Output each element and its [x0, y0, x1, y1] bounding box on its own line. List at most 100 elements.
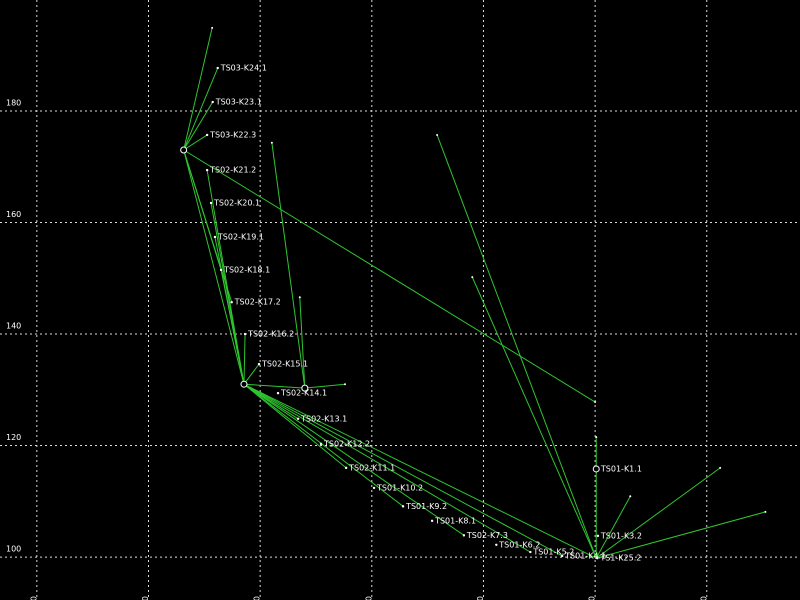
vector-end — [629, 495, 632, 498]
vector — [271, 142, 306, 389]
vector — [304, 383, 346, 389]
point-label: TS03-K24.1 — [220, 64, 267, 73]
point — [276, 391, 280, 395]
y-tick-label: 100 — [6, 545, 21, 554]
point-label: TS02-K21.2 — [209, 166, 256, 175]
vector — [183, 101, 214, 151]
vector — [243, 383, 597, 559]
point-label: TS01-K9.2 — [405, 502, 447, 511]
vector — [471, 276, 597, 559]
x-tick-label: 0 — [29, 596, 38, 600]
vector-end — [436, 133, 439, 136]
point — [219, 268, 223, 272]
point — [529, 550, 532, 554]
point-label: TS03-K22.3 — [209, 130, 256, 139]
point-label: TS02-K15.1 — [261, 360, 308, 369]
vector-end — [270, 141, 273, 144]
point — [211, 100, 214, 104]
point — [372, 486, 376, 490]
vector — [243, 383, 404, 507]
hub — [240, 380, 248, 388]
point-label: TS01-K4.1 — [564, 551, 606, 560]
point-label: TS01-K1.1 — [600, 464, 642, 473]
hub — [301, 384, 309, 392]
vector — [436, 134, 597, 559]
vector — [243, 383, 299, 420]
point-label: TS02-K11.1 — [348, 463, 395, 472]
x-tick-label: 40 — [253, 596, 262, 600]
point — [205, 168, 209, 172]
y-tick-label: 160 — [6, 210, 21, 219]
point — [401, 505, 405, 508]
point-label: TS1-K25.2 — [599, 554, 641, 563]
y-tick-label: 140 — [6, 322, 21, 331]
vector — [183, 67, 219, 151]
y-tick-label: 120 — [6, 433, 21, 442]
vector-end — [719, 466, 722, 469]
hub — [592, 465, 600, 473]
point-label: TS01-K3.2 — [600, 531, 642, 540]
vector — [183, 134, 208, 151]
vector — [183, 149, 233, 303]
point-label: TS02-K7.3 — [466, 531, 508, 540]
point-label: TS02-K17.2 — [234, 298, 281, 307]
vector-end — [298, 296, 301, 299]
point — [560, 554, 564, 558]
vector-end — [344, 383, 347, 386]
x-tick-label: 100 — [588, 596, 597, 600]
x-tick-label: 60 — [364, 596, 373, 600]
point-label: TS03-K23.1 — [215, 98, 262, 107]
vector-end — [471, 276, 474, 279]
point-label: TS02-K14.1 — [280, 389, 327, 398]
point — [230, 301, 233, 304]
vector-end — [764, 510, 767, 513]
point — [213, 235, 217, 239]
point — [296, 417, 300, 420]
point-label: TS02-K13.1 — [300, 414, 347, 423]
vector — [243, 383, 531, 553]
vector — [595, 467, 721, 559]
point-label: TS02-K19.1 — [217, 232, 264, 241]
vector — [183, 27, 213, 151]
point-label: TS02-K12.2 — [323, 439, 370, 448]
vector — [243, 383, 465, 536]
point — [209, 201, 213, 205]
vector — [243, 334, 246, 385]
point — [495, 543, 498, 546]
vector — [595, 496, 631, 559]
hub — [180, 146, 188, 154]
point — [462, 534, 466, 537]
point — [216, 66, 219, 70]
point-label: TS02-K16.2 — [247, 330, 294, 339]
point-label: TS01-K5.2 — [532, 548, 574, 557]
vector — [220, 269, 245, 385]
vector — [299, 297, 306, 389]
y-tick-label: 180 — [6, 98, 21, 107]
point-label: TS01-K10.2 — [376, 483, 423, 492]
vector — [243, 383, 563, 557]
vector — [183, 149, 245, 385]
vector-end — [595, 436, 598, 439]
point — [430, 519, 434, 523]
x-tick-label: 120 — [699, 596, 708, 600]
vector — [243, 383, 347, 469]
vector — [243, 363, 260, 385]
point-label: TS02-K18.1 — [223, 265, 270, 274]
point-label: TS01-K6.2 — [498, 540, 540, 549]
x-tick-label: 20 — [141, 596, 150, 600]
point — [344, 466, 348, 470]
vector-end — [211, 26, 214, 29]
vector — [183, 149, 596, 403]
point — [243, 332, 247, 336]
vector-end — [594, 401, 597, 404]
point — [596, 556, 599, 560]
point-label: TS01-K8.1 — [434, 516, 476, 525]
vector — [596, 511, 766, 559]
x-tick-label: 80 — [476, 596, 485, 600]
point — [257, 362, 261, 366]
point-label: TS02-K20.1 — [213, 198, 260, 207]
point — [319, 442, 323, 446]
point — [205, 133, 209, 137]
vector — [243, 383, 305, 389]
